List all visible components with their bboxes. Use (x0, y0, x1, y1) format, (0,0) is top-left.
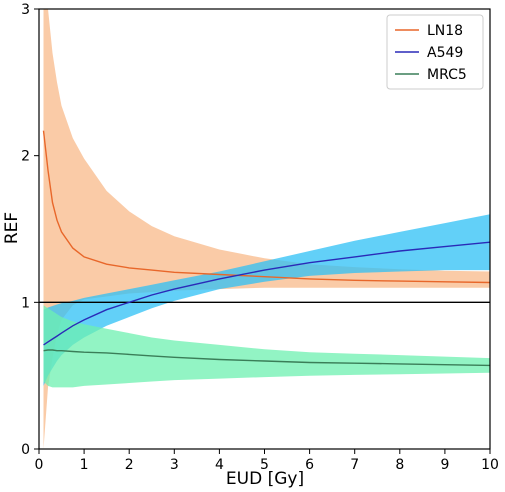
x-tick-label: 6 (305, 457, 314, 473)
x-axis-label: EUD [Gy] (226, 469, 304, 489)
y-tick-label: 0 (21, 442, 30, 458)
mrc5-legend-label: MRC5 (427, 67, 467, 83)
a549-legend-label: A549 (427, 45, 463, 61)
y-tick-label: 2 (21, 149, 30, 165)
y-axis-label: REF (2, 212, 22, 244)
x-tick-label: 5 (260, 457, 269, 473)
a549-band (43, 214, 490, 386)
x-tick-label: 10 (481, 457, 499, 473)
x-tick-label: 4 (215, 457, 224, 473)
x-tick-label: 7 (350, 457, 359, 473)
x-tick-label: 1 (80, 457, 89, 473)
y-tick-label: 3 (21, 2, 30, 18)
x-tick-label: 3 (170, 457, 179, 473)
x-tick-label: 2 (125, 457, 134, 473)
mrc5-line (43, 349, 490, 367)
y-tick-label: 1 (21, 295, 30, 311)
ln18-legend-label: LN18 (427, 23, 463, 39)
series-lines (42, 130, 490, 367)
confidence-bands (43, 9, 490, 449)
ln18-band (43, 9, 490, 449)
x-tick-label: 8 (395, 457, 404, 473)
x-tick-label: 9 (440, 457, 449, 473)
a549-line (43, 241, 490, 346)
x-tick-label: 0 (35, 457, 44, 473)
axes: 0 1 2 3 4 5 6 7 8 9 10 0 1 2 3 (21, 2, 499, 473)
mrc5-band (43, 305, 490, 388)
legend-box (386, 14, 484, 90)
legend: LN18 A549 MRC5 (386, 14, 484, 90)
ln18-line (42, 130, 490, 284)
